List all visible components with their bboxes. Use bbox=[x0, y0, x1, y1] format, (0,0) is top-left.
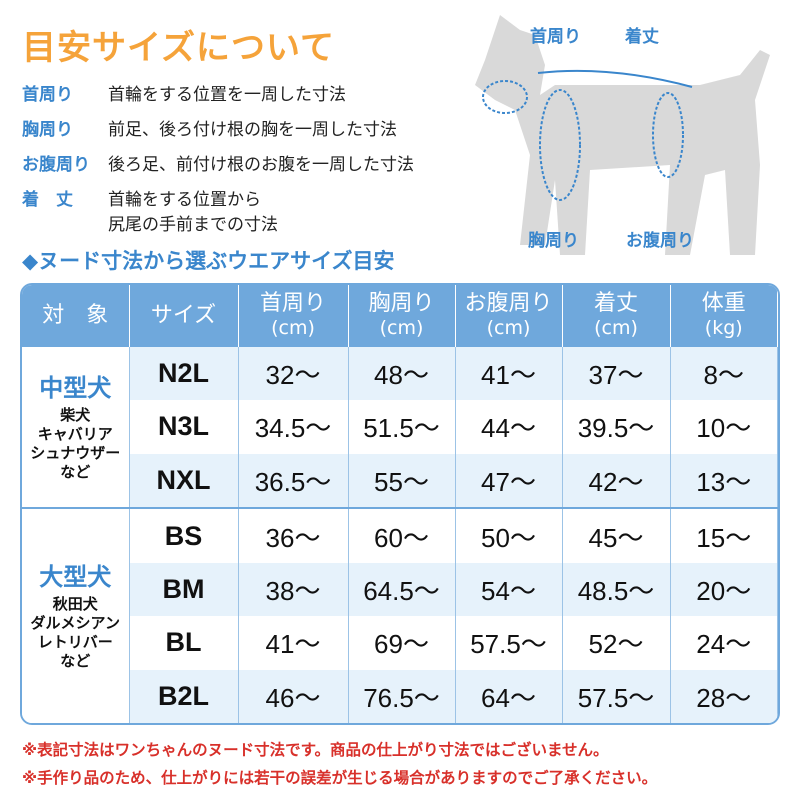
column-header: サイズ bbox=[129, 285, 239, 347]
value-cell: 50～ bbox=[455, 507, 563, 563]
dog-diagram bbox=[475, 15, 770, 255]
size-table: 対 象サイズ 首周り (cm) 胸周り (cm) お腹周り (cm) 着丈 (cm) 体重 (kg)… bbox=[20, 283, 780, 725]
value-cell: 41～ bbox=[238, 616, 349, 670]
breed-name: レトリバー bbox=[37, 634, 113, 652]
size-cell: BS bbox=[129, 507, 239, 563]
column-header: 胸周り (cm) bbox=[348, 285, 456, 347]
breed-name: 柴犬 bbox=[60, 407, 91, 425]
value-cell: 36～ bbox=[238, 507, 349, 563]
note-nude-size: ※表記寸法はワンちゃんのヌード寸法です。商品の仕上がり寸法ではございません。 bbox=[22, 741, 609, 759]
table-row: N3L 34.5～ 51.5～ 44～ 39.5～ 10～ bbox=[22, 400, 778, 454]
column-header: 首周り (cm) bbox=[238, 285, 349, 347]
diagram-label-chest: 胸周り bbox=[528, 231, 579, 251]
value-cell: 41～ bbox=[455, 347, 563, 401]
value-cell: 39.5～ bbox=[562, 400, 671, 454]
header-unit: (kg) bbox=[704, 317, 743, 339]
group-title: 中型犬 bbox=[39, 375, 112, 403]
table-row: B2L 46～ 76.5～ 64～ 57.5～ 28～ bbox=[22, 669, 778, 723]
header-label: お腹周り bbox=[464, 291, 553, 316]
value-cell: 76.5～ bbox=[348, 669, 456, 723]
header-label: 胸周り bbox=[368, 291, 435, 316]
definition-chest: 胸周り 前足、後ろ付け根の胸を一周した寸法 bbox=[22, 120, 397, 140]
breed-name: 秋田犬 bbox=[52, 596, 98, 614]
breed-name: シュナウザー bbox=[30, 445, 121, 463]
column-header: お腹周り (cm) bbox=[455, 285, 563, 347]
diagram-label-neck: 首周り bbox=[530, 27, 581, 47]
value-cell: 69～ bbox=[348, 616, 456, 670]
table-subtitle: ◆ヌード寸法から選ぶウエアサイズ目安 bbox=[22, 249, 395, 273]
breed-name: ダルメシアン bbox=[30, 615, 120, 633]
table-row: NXL 36.5～ 55～ 47～ 42～ 13～ bbox=[22, 453, 778, 509]
value-cell: 36.5～ bbox=[238, 453, 349, 509]
breed-name: キャバリア bbox=[37, 426, 113, 444]
definition-neck: 首周り 首輪をする位置を一周した寸法 bbox=[22, 85, 346, 105]
value-cell: 48.5～ bbox=[562, 563, 671, 617]
definition-belly: お腹周り 後ろ足、前付け根のお腹を一周した寸法 bbox=[22, 155, 414, 175]
group-cell: 大型犬秋田犬 ダルメシアン レトリバー など bbox=[22, 507, 130, 723]
size-cell: N3L bbox=[129, 400, 239, 454]
definition-length: 着 丈首輪をする位置から 尻尾の手前までの寸法 bbox=[22, 190, 278, 235]
value-cell: 55～ bbox=[348, 453, 456, 509]
breed-name: など bbox=[60, 464, 91, 482]
value-cell: 34.5～ bbox=[238, 400, 349, 454]
header-unit: (cm) bbox=[486, 317, 531, 339]
value-cell: 60～ bbox=[348, 507, 456, 563]
value-cell: 10～ bbox=[670, 400, 778, 454]
header-unit: (cm) bbox=[271, 317, 315, 339]
table-row: BM 38～ 64.5～ 54～ 48.5～ 20～ bbox=[22, 563, 778, 617]
value-cell: 20～ bbox=[670, 563, 778, 617]
header-label: サイズ bbox=[150, 303, 217, 328]
value-cell: 54～ bbox=[455, 563, 563, 617]
value-cell: 64～ bbox=[455, 669, 563, 723]
value-cell: 52～ bbox=[562, 616, 671, 670]
header-label: 着丈 bbox=[593, 291, 638, 316]
value-cell: 45～ bbox=[562, 507, 671, 563]
size-cell: N2L bbox=[129, 347, 239, 401]
value-cell: 13～ bbox=[670, 453, 778, 509]
value-cell: 37～ bbox=[562, 347, 671, 401]
column-header: 体重 (kg) bbox=[670, 285, 778, 347]
value-cell: 15～ bbox=[670, 507, 778, 563]
header-label: 体重 bbox=[701, 291, 746, 316]
diagram-label-length: 着丈 bbox=[625, 27, 659, 47]
size-cell: NXL bbox=[129, 453, 239, 509]
table-row: 大型犬 秋田犬 ダルメシアン レトリバー など BS 36～ 60～ 50～ 45～ 15～ bbox=[22, 507, 778, 723]
value-cell: 32～ bbox=[238, 347, 349, 401]
group-title: 大型犬 bbox=[39, 564, 112, 592]
value-cell: 28～ bbox=[670, 669, 778, 723]
value-cell: 8～ bbox=[670, 347, 778, 401]
dog-silhouette-icon bbox=[475, 15, 770, 255]
header-label: 対 象 bbox=[42, 303, 109, 328]
value-cell: 48～ bbox=[348, 347, 456, 401]
header-unit: (cm) bbox=[594, 317, 638, 339]
value-cell: 44～ bbox=[455, 400, 563, 454]
table-row: BL 41～ 69～ 57.5～ 52～ 24～ bbox=[22, 616, 778, 670]
value-cell: 64.5～ bbox=[348, 563, 456, 617]
value-cell: 51.5～ bbox=[348, 400, 456, 454]
diagram-label-belly: お腹周り bbox=[626, 231, 694, 251]
breed-name: など bbox=[60, 653, 91, 671]
value-cell: 24～ bbox=[670, 616, 778, 670]
group-cell: 中型犬柴犬 キャバリア シュナウザー など bbox=[22, 347, 130, 509]
note-handmade: ※手作り品のため、仕上がりには若干の誤差が生じる場合がありますのでご了承ください… bbox=[22, 769, 658, 787]
size-cell: BL bbox=[129, 616, 239, 670]
value-cell: 42～ bbox=[562, 453, 671, 509]
size-cell: B2L bbox=[129, 669, 239, 723]
size-cell: BM bbox=[129, 563, 239, 617]
header-unit: (cm) bbox=[379, 317, 424, 339]
value-cell: 46～ bbox=[238, 669, 349, 723]
value-cell: 38～ bbox=[238, 563, 349, 617]
column-header: 着丈 (cm) bbox=[562, 285, 671, 347]
value-cell: 57.5～ bbox=[562, 669, 671, 723]
table-row: 中型犬 柴犬 キャバリア シュナウザー など N2L 32～ 48～ 41～ 37～ 8～ bbox=[22, 347, 778, 509]
value-cell: 47～ bbox=[455, 453, 563, 509]
page-title: 目安サイズについて bbox=[22, 28, 335, 68]
column-header: 対 象 bbox=[22, 285, 130, 347]
header-label: 首周り bbox=[259, 291, 326, 316]
value-cell: 57.5～ bbox=[455, 616, 563, 670]
